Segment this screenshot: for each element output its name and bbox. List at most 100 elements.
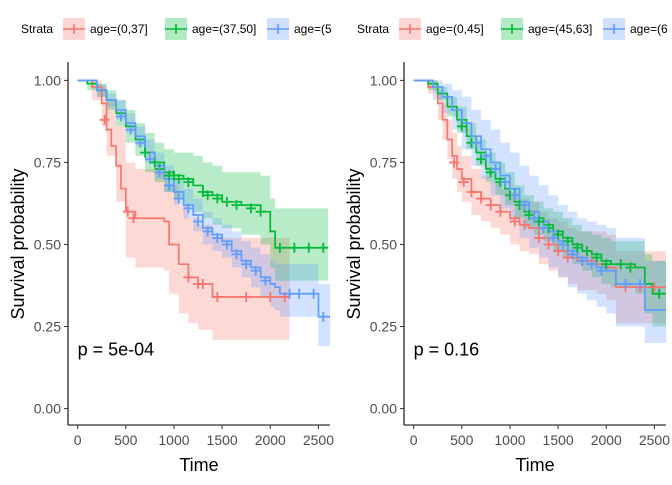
censor-mark-1-1 bbox=[99, 114, 110, 125]
censor-mark-1-3 bbox=[466, 186, 477, 197]
x-tick-label: 500 bbox=[450, 432, 474, 448]
censor-mark-3-13 bbox=[586, 259, 597, 270]
legend-title: Strata bbox=[21, 22, 53, 36]
censor-mark-3-4 bbox=[144, 154, 155, 165]
censor-mark-2-11 bbox=[221, 196, 232, 207]
censor-mark-1-1 bbox=[449, 157, 460, 168]
censor-mark-2-6 bbox=[173, 173, 184, 184]
legend-title: Strata bbox=[357, 22, 389, 36]
censor-mark-3-7 bbox=[529, 213, 540, 224]
censor-mark-1-8 bbox=[519, 219, 530, 230]
y-tick-label: 0.75 bbox=[34, 154, 61, 170]
legend: Strata age=(0,45] age=(45,63] age=(6 bbox=[357, 18, 668, 40]
censor-mark-2-15 bbox=[591, 252, 602, 263]
plot-area-right: 0.00 0.25 0.50 0.75 1.00 0 500 1000 1500 2000 2500… bbox=[370, 62, 670, 448]
censor-mark-2-13 bbox=[572, 242, 583, 253]
y-tick-label: 0.25 bbox=[370, 319, 397, 335]
censor-mark-1-4 bbox=[183, 272, 194, 283]
censor-mark-2-16 bbox=[289, 242, 300, 253]
y-tick-label: 1.00 bbox=[34, 72, 61, 88]
x-tick-label: 2500 bbox=[639, 432, 670, 448]
censor-mark-3-14 bbox=[241, 259, 252, 270]
censor-mark-3-3 bbox=[490, 164, 501, 175]
censor-mark-2-1 bbox=[456, 121, 467, 132]
legend-item-2: age=(45,63] bbox=[501, 18, 592, 40]
x-tick-label: 2500 bbox=[303, 432, 334, 448]
censor-mark-3-18 bbox=[294, 288, 305, 299]
censor-mark-1-8 bbox=[241, 292, 252, 303]
censor-mark-1-11 bbox=[553, 246, 564, 257]
y-tick-label: 0.00 bbox=[34, 401, 61, 417]
plot-body bbox=[77, 79, 330, 347]
confidence-band-1 bbox=[413, 80, 666, 324]
censor-mark-3-16 bbox=[634, 278, 645, 289]
censor-mark-2-17 bbox=[615, 259, 626, 270]
censor-mark-3-9 bbox=[548, 232, 559, 243]
x-axis-title: Time bbox=[179, 455, 218, 475]
y-tick-label: 0.00 bbox=[370, 401, 397, 417]
x-tick-label: 500 bbox=[114, 432, 138, 448]
censor-mark-1-2 bbox=[458, 177, 469, 188]
censor-mark-3-17 bbox=[284, 288, 295, 299]
survival-panel-right: Strata age=(0,45] age=(45,63] age=(6 0.0… bbox=[344, 18, 670, 475]
x-tick-label: 2000 bbox=[591, 432, 622, 448]
censor-mark-1-2 bbox=[122, 206, 133, 217]
censor-mark-2-9 bbox=[202, 190, 213, 201]
legend-label-3: age=(6 bbox=[630, 22, 668, 36]
y-tick-label: 0.50 bbox=[34, 237, 61, 253]
censor-mark-2-17 bbox=[303, 242, 314, 253]
x-tick-label: 1500 bbox=[543, 432, 574, 448]
censor-mark-3-7 bbox=[173, 193, 184, 204]
censor-mark-3-9 bbox=[193, 216, 204, 227]
legend-item-1: age=(0,45] bbox=[399, 18, 484, 40]
censor-mark-3-4 bbox=[500, 177, 511, 188]
censor-mark-3-11 bbox=[567, 249, 578, 260]
x-tick-label: 1000 bbox=[158, 432, 189, 448]
y-axis-title: Survival probability bbox=[344, 168, 364, 319]
censor-mark-1-9 bbox=[533, 232, 544, 243]
p-value-label: p = 5e-04 bbox=[78, 340, 155, 360]
y-tick-label: 0.50 bbox=[370, 237, 397, 253]
survival-curve-3 bbox=[77, 79, 330, 318]
censor-mark-3-19 bbox=[308, 288, 319, 299]
p-value-label: p = 0.16 bbox=[414, 340, 480, 360]
censor-mark-3-2 bbox=[125, 124, 136, 135]
censor-mark-1-17 bbox=[649, 282, 660, 293]
censor-mark-3-10 bbox=[202, 226, 213, 237]
y-tick-label: 1.00 bbox=[370, 72, 397, 88]
censor-mark-3-15 bbox=[250, 265, 261, 276]
censor-mark-3-12 bbox=[577, 255, 588, 266]
censor-mark-2-18 bbox=[318, 242, 329, 253]
censor-mark-3-13 bbox=[231, 249, 242, 260]
censor-mark-3-14 bbox=[596, 265, 607, 276]
censor-mark-3-15 bbox=[620, 278, 631, 289]
censor-mark-1-9 bbox=[265, 292, 276, 303]
censor-mark-2-19 bbox=[654, 288, 665, 299]
censor-mark-3-5 bbox=[509, 190, 520, 201]
censor-mark-3-6 bbox=[164, 180, 175, 191]
legend-label-2: age=(37,50] bbox=[192, 22, 256, 36]
censor-mark-2-14 bbox=[582, 246, 593, 257]
x-tick-label: 1000 bbox=[494, 432, 525, 448]
censor-mark-2-7 bbox=[183, 177, 194, 188]
censor-mark-3-3 bbox=[135, 137, 146, 148]
censor-mark-1-10 bbox=[543, 239, 554, 250]
y-tick-label: 0.25 bbox=[34, 319, 61, 335]
censor-mark-2-12 bbox=[231, 200, 242, 211]
censor-mark-3-1 bbox=[115, 111, 126, 122]
censor-mark-1-7 bbox=[212, 292, 223, 303]
x-axis-title: Time bbox=[515, 455, 554, 475]
censor-mark-1-6 bbox=[197, 278, 208, 289]
confidence-band-2 bbox=[77, 80, 329, 281]
censor-mark-3-8 bbox=[183, 203, 194, 214]
legend-label-2: age=(45,63] bbox=[528, 22, 592, 36]
x-tick-label: 0 bbox=[410, 432, 418, 448]
censor-mark-3-5 bbox=[154, 167, 165, 178]
censor-mark-2-16 bbox=[601, 259, 612, 270]
legend-item-3: age=(6 bbox=[603, 18, 668, 40]
censor-mark-2-14 bbox=[255, 206, 266, 217]
legend-label-3: age=(5 bbox=[294, 22, 332, 36]
censor-mark-2-18 bbox=[625, 262, 636, 273]
censor-mark-1-7 bbox=[509, 216, 520, 227]
